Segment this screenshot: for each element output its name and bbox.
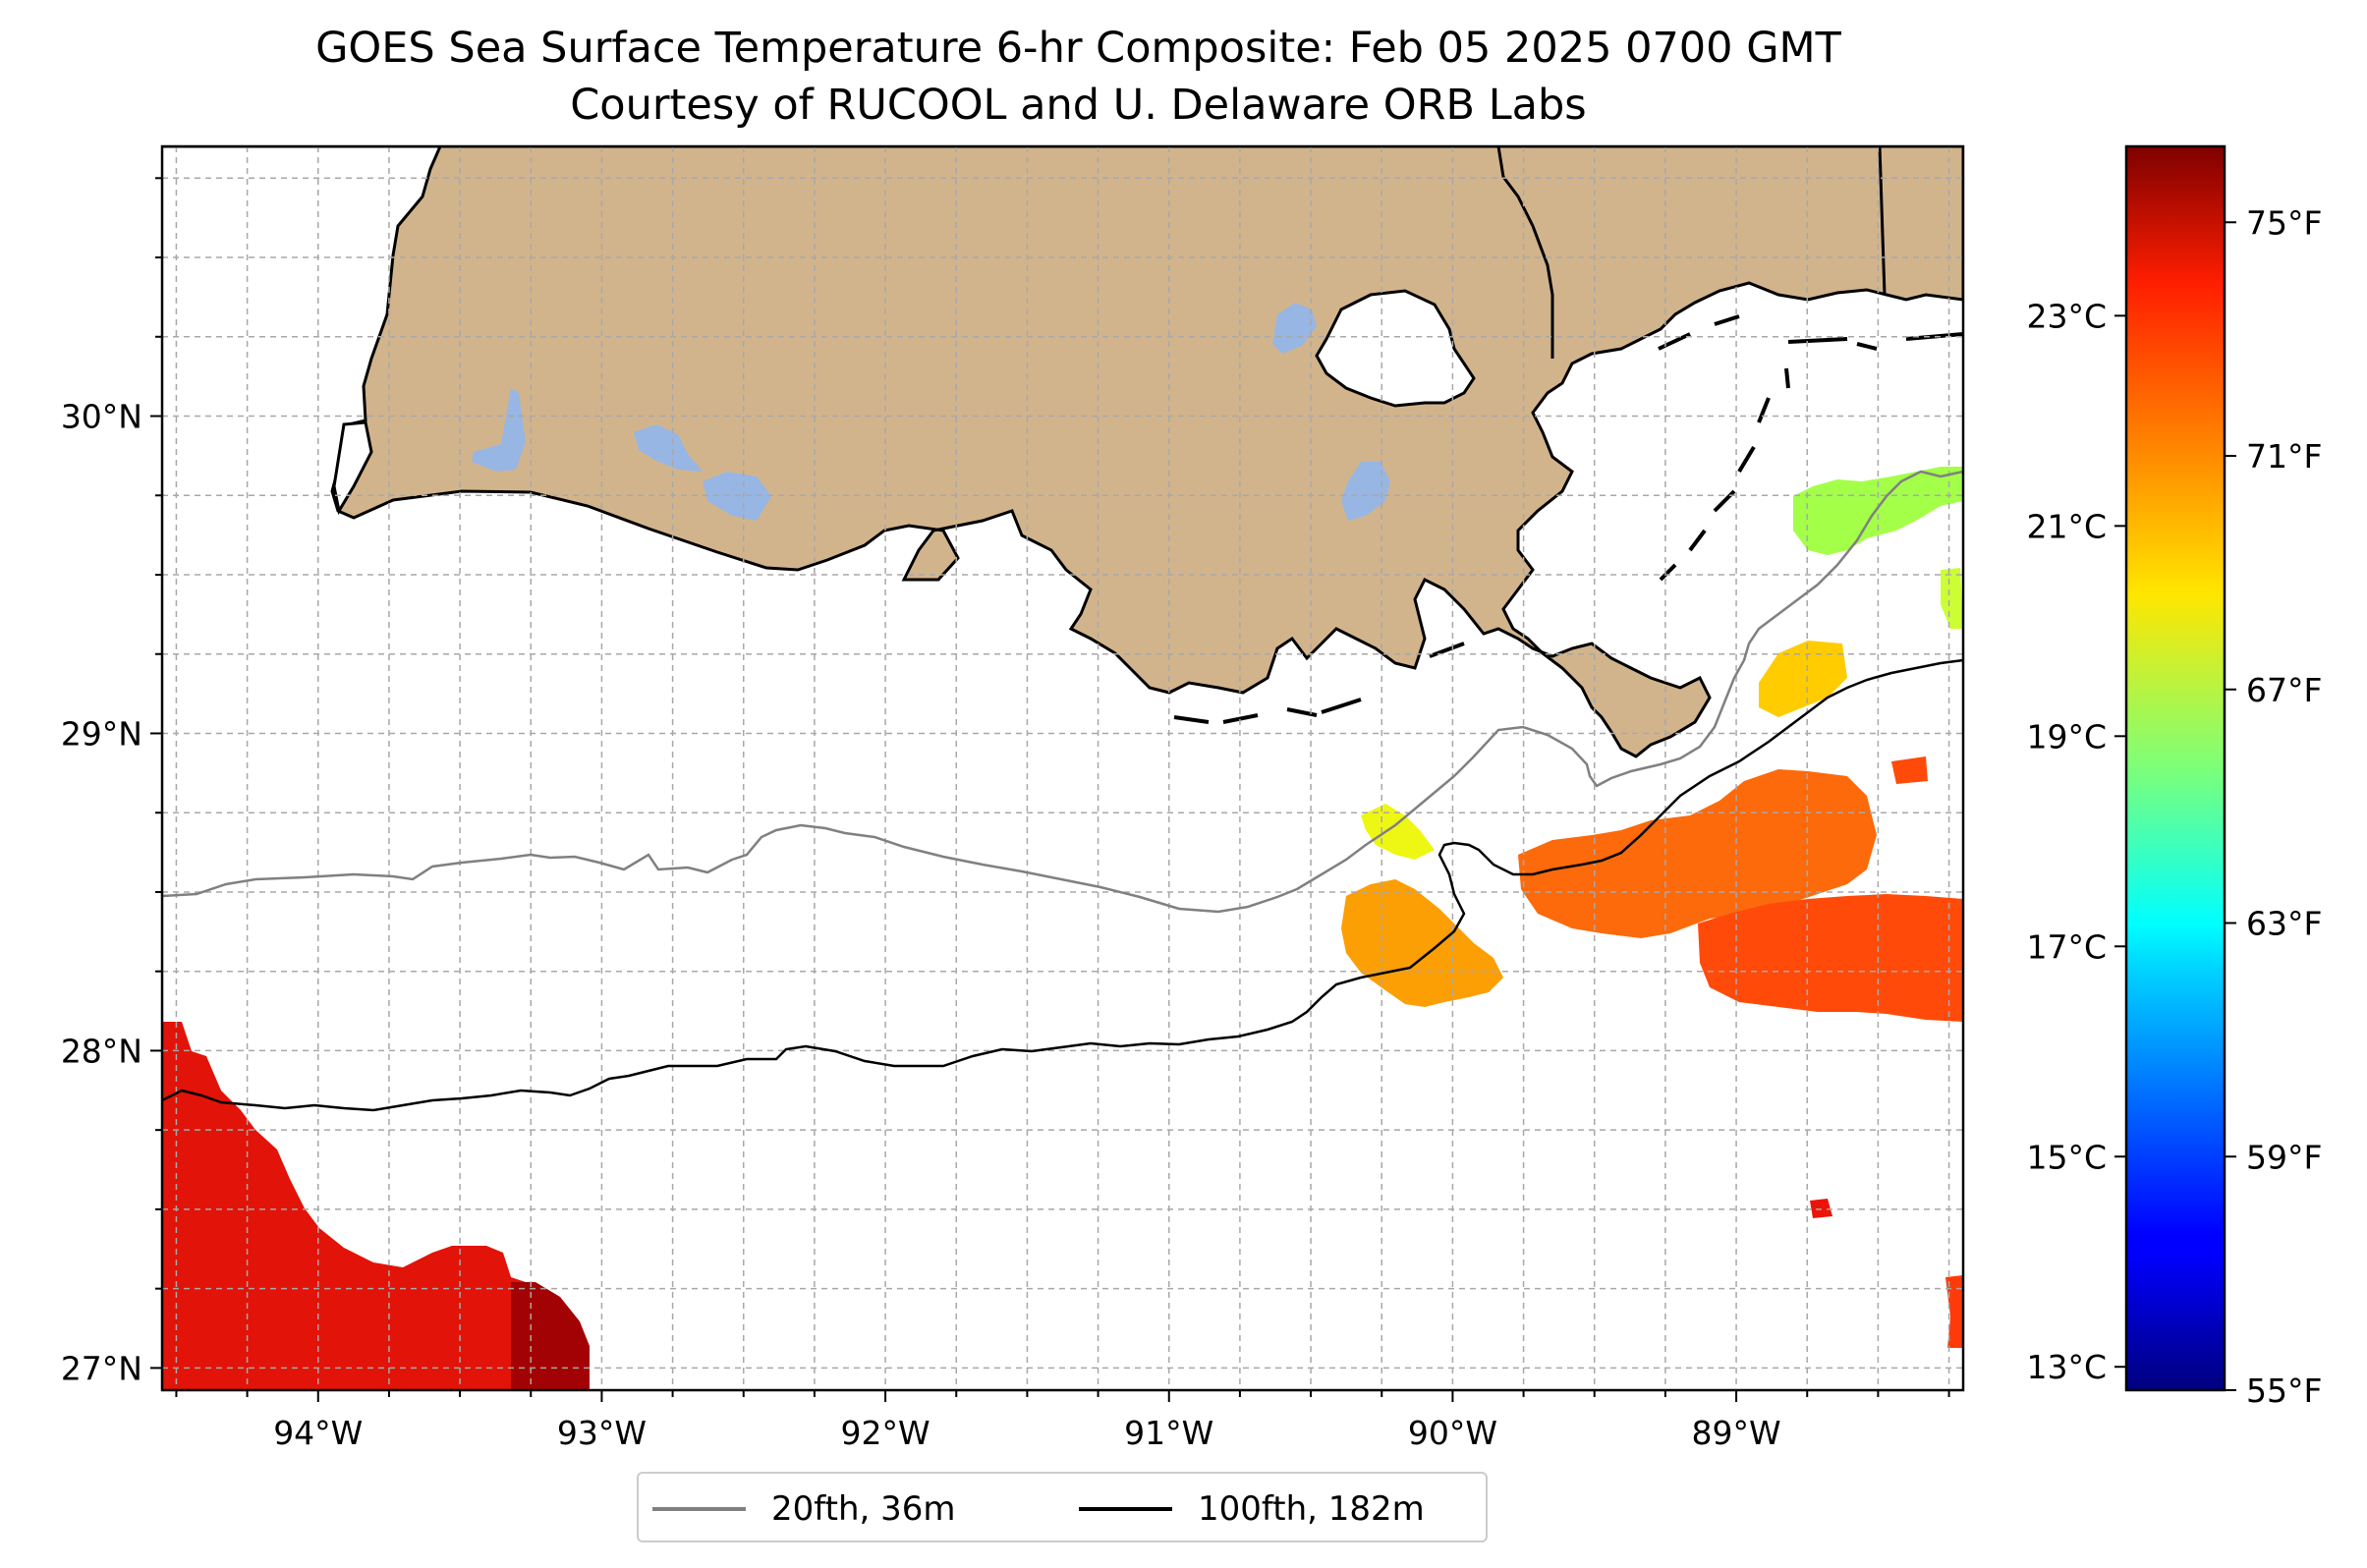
sst-patch-yellow-2 <box>1361 804 1435 860</box>
land-louisiana <box>162 146 1963 758</box>
sst-patch-green <box>1793 467 1963 555</box>
lon-tick-label: 94°W <box>273 1414 363 1452</box>
sst-patch-orange-1 <box>1341 879 1503 1007</box>
lake-pontchartrain <box>1315 289 1476 408</box>
lake-blue-1 <box>472 388 526 472</box>
sst-patch-green-2 <box>1941 568 1963 629</box>
lon-tick-label: 91°W <box>1124 1414 1213 1452</box>
lon-tick-label: 90°W <box>1408 1414 1497 1452</box>
lat-tick-label: 27°N <box>61 1349 142 1387</box>
lake-blue-2 <box>634 424 703 472</box>
lat-tick-label: 28°N <box>61 1032 142 1070</box>
sst-patch-small-2 <box>1810 1199 1832 1218</box>
colorbar-c-label: 21°C <box>2026 507 2107 545</box>
colorbar-f-label: 55°F <box>2246 1372 2322 1410</box>
colorbar-axes: 75°F 71°F 67°F 63°F 59°F 55°F 23°C 21°C 19°C 17°C… <box>2026 203 2322 1410</box>
sst-patch-orange-2 <box>1518 769 1877 938</box>
lat-tick-label: 29°N <box>61 714 142 753</box>
sst-patch-red-east <box>1698 894 1963 1022</box>
lon-tick-label: 89°W <box>1692 1414 1781 1452</box>
map-subtitle: Courtesy of RUCOOL and U. Delaware ORB L… <box>570 81 1587 130</box>
calcasieu-lake <box>332 420 373 516</box>
colorbar-f-label: 71°F <box>2246 437 2322 476</box>
lake-blue-4 <box>1272 303 1317 354</box>
colorbar <box>2124 144 2226 1392</box>
map-frame <box>160 144 1965 1392</box>
legend-swatch-20fth <box>652 1507 746 1511</box>
sst-patch-small-3 <box>1945 1275 1963 1348</box>
colorbar-c-label: 15°C <box>2026 1138 2107 1176</box>
map-gridlines <box>162 146 1963 1390</box>
legend: 20fth, 36m 100fth, 182m <box>637 1472 1488 1542</box>
map-axes: 30°N 29°N 28°N 27°N 94°W 93°W 92°W 91°W 90°W 89°W <box>61 177 1950 1452</box>
lon-tick-label: 93°W <box>557 1414 647 1452</box>
sst-patch-sw <box>162 1022 590 1390</box>
colorbar-c-label: 23°C <box>2026 297 2107 335</box>
map-title: GOES Sea Surface Temperature 6-hr Compos… <box>315 24 1841 73</box>
lat-tick-label: 30°N <box>61 398 142 436</box>
colorbar-c-label: 19°C <box>2026 717 2107 756</box>
barrier-islands <box>1173 314 1963 724</box>
colorbar-c-label: 13°C <box>2026 1348 2107 1386</box>
lon-tick-label: 92°W <box>841 1414 930 1452</box>
state-border <box>1496 146 1887 359</box>
legend-label-100fth: 100fth, 182m <box>1198 1489 1425 1529</box>
contour-100fth <box>162 658 1963 1112</box>
legend-swatch-100fth <box>1079 1507 1172 1511</box>
legend-item-20fth: 20fth, 36m <box>652 1474 956 1544</box>
sst-patch-small-1 <box>1891 756 1928 784</box>
colorbar-f-label: 75°F <box>2246 203 2322 242</box>
lake-blue-5 <box>1341 462 1390 521</box>
colorbar-c-label: 17°C <box>2026 927 2107 966</box>
contour-20fth <box>162 470 1963 914</box>
colorbar-f-label: 63°F <box>2246 905 2322 943</box>
legend-label-20fth: 20fth, 36m <box>771 1489 956 1529</box>
legend-item-100fth: 100fth, 182m <box>1079 1474 1425 1544</box>
sst-patch-sw-dark <box>511 1282 590 1390</box>
colorbar-f-label: 67°F <box>2246 671 2322 709</box>
colorbar-f-label: 59°F <box>2246 1138 2322 1176</box>
